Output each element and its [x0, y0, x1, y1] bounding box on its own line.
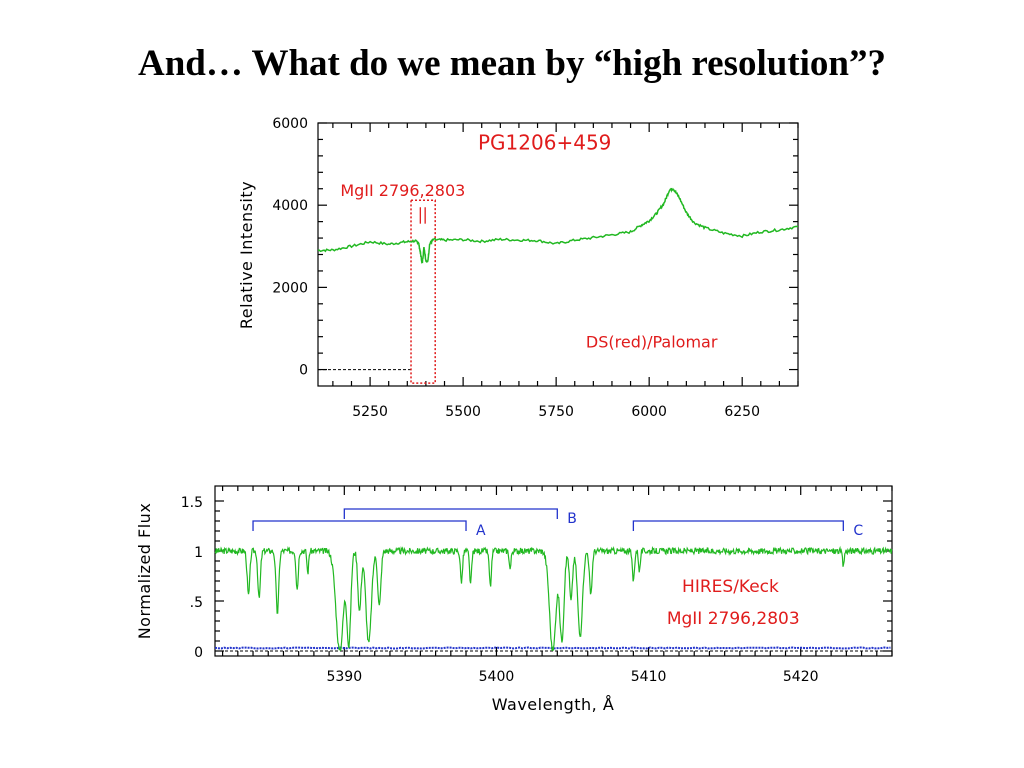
bottom-annotation-instrument: HIRES/Keck: [682, 577, 779, 597]
mgii-line-markers: [419, 207, 426, 224]
bottom-y-tick-label: 1.5: [181, 495, 203, 511]
bottom-error-spectrum: [214, 646, 891, 650]
top-y-tick-label: 0: [299, 363, 308, 379]
top-chart-title: PG1206+459: [478, 131, 611, 155]
top-x-tick-label: 5500: [445, 404, 481, 420]
absorber-bracket: [632, 520, 844, 531]
bottom-x-ticks: [222, 486, 893, 656]
slide-title: And… What do we mean by “high resolution…: [137, 43, 887, 84]
bottom-y-axis-label: Normalized Flux: [135, 503, 154, 640]
top-y-tick-labels: 0 2000 4000 6000: [272, 116, 308, 379]
top-x-tick-label: 5750: [538, 404, 574, 420]
bottom-x-tick-label: 5420: [783, 669, 819, 685]
absorber-bracket: [343, 508, 558, 519]
bottom-x-tick-labels: 5390 5400 5410 5420: [326, 669, 818, 685]
top-y-tick-label: 4000: [272, 198, 308, 214]
top-annotation-instrument: DS(red)/Palomar: [586, 332, 718, 351]
top-x-ticks: [332, 123, 799, 386]
bottom-y-tick-label: 1: [194, 545, 203, 561]
absorber-brackets: A B C: [252, 508, 863, 539]
top-annotation-mgii: MgII 2796,2803: [340, 181, 465, 200]
bottom-x-axis-label: Wavelength, Å: [492, 695, 615, 714]
bottom-annotation-mgii: MgII 2796,2803: [667, 609, 800, 629]
bottom-x-tick-label: 5400: [479, 669, 515, 685]
top-spectrum-line: [317, 187, 799, 264]
bottom-x-tick-label: 5390: [326, 669, 362, 685]
top-y-tick-label: 6000: [272, 116, 308, 132]
bottom-spectrum-line: [214, 545, 893, 652]
bottom-y-tick-labels: 0 .5 1 1.5: [181, 495, 203, 661]
absorber-bracket-label: A: [476, 523, 486, 539]
top-x-tick-label: 5250: [352, 404, 388, 420]
bottom-y-tick-label: 0: [194, 645, 203, 661]
top-y-tick-label: 2000: [272, 280, 308, 296]
top-plot-frame: [317, 122, 799, 387]
bottom-x-tick-label: 5410: [631, 669, 667, 685]
bottom-spectrum-panel: 5390 5400 5410 5420 0 .5 1 1.5 A B C Normalized …: [135, 485, 893, 714]
top-x-tick-label: 6000: [631, 404, 667, 420]
absorber-bracket-label: B: [567, 511, 577, 527]
absorber-bracket-label: C: [853, 523, 863, 539]
bottom-plot-frame: [214, 485, 893, 657]
top-y-axis-label: Relative Intensity: [237, 181, 256, 329]
top-x-tick-labels: 5250 5500 5750 6000 6250: [352, 404, 760, 420]
bottom-y-tick-label: .5: [190, 595, 203, 611]
mgii-highlight-box: [410, 199, 436, 384]
top-x-tick-label: 6250: [724, 404, 760, 420]
absorber-bracket: [252, 520, 467, 531]
top-y-ticks: [318, 122, 798, 371]
top-spectrum-panel: 5250 5500 5750 6000 6250 0 2000 4000 6000 Relat…: [237, 116, 799, 420]
